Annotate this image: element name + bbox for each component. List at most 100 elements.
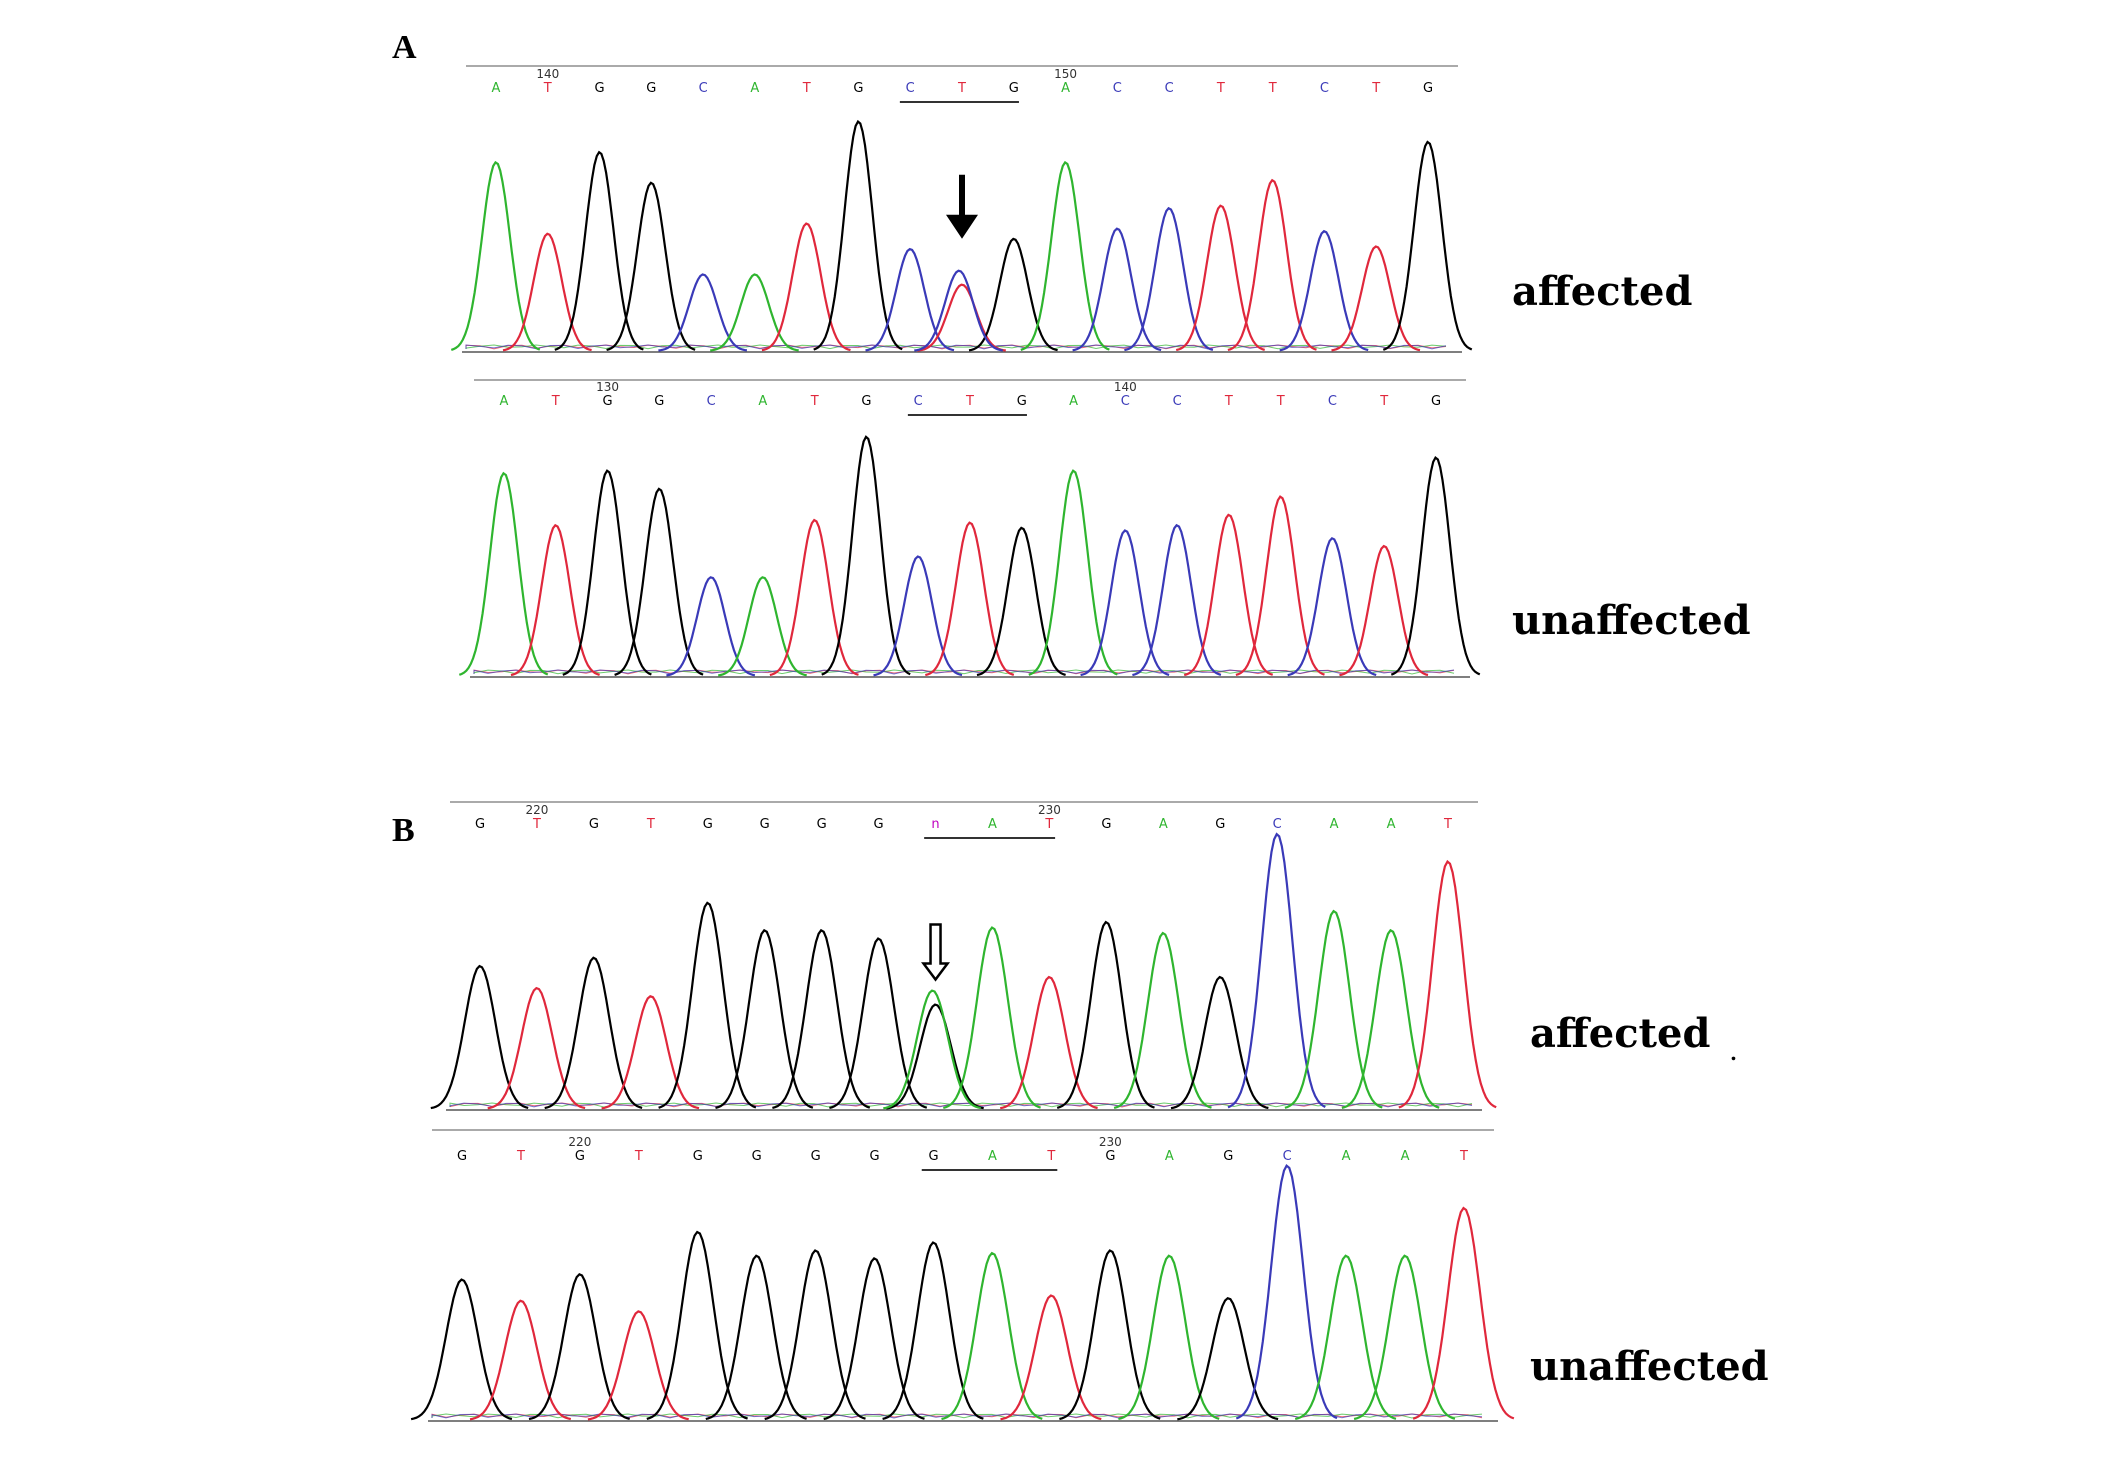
peak-T — [761, 222, 851, 352]
peak-G — [829, 937, 928, 1110]
base-call-label: G — [1223, 1149, 1233, 1164]
peak-C — [658, 273, 748, 352]
peak-C — [1072, 227, 1162, 352]
peak-n — [886, 1003, 984, 1110]
peak-G — [1177, 1296, 1279, 1421]
base-call-label: C — [699, 81, 708, 96]
base-call-label: G — [861, 394, 871, 409]
base-call-label: G — [575, 1149, 585, 1164]
peak-G — [1382, 140, 1473, 351]
label-a-affected: affected — [1512, 268, 1692, 315]
base-call-label: G — [1101, 817, 1111, 832]
base-call-label: C — [1113, 81, 1122, 96]
base-call-label: G — [603, 394, 613, 409]
peak-T — [925, 521, 1015, 677]
peak-G — [1170, 975, 1269, 1110]
base-call-label: G — [1215, 817, 1225, 832]
peak-T — [1339, 544, 1429, 677]
base-call-label: A — [1159, 817, 1168, 832]
overlap-peak-A — [883, 989, 981, 1110]
peak-A — [458, 471, 549, 676]
peak-G — [1059, 1249, 1161, 1421]
base-call-label: C — [914, 394, 923, 409]
peak-T — [999, 975, 1098, 1110]
peak-G — [562, 469, 652, 676]
peak-G — [882, 1241, 984, 1420]
position-label: 140 — [1114, 380, 1137, 394]
base-call-label: T — [551, 394, 560, 409]
peak-T — [1000, 1294, 1102, 1421]
peak-A — [1028, 469, 1118, 676]
peak-T — [1331, 245, 1421, 352]
peak-A — [1020, 160, 1110, 351]
peak-A — [1294, 1254, 1397, 1421]
base-call-label: A — [1387, 817, 1396, 832]
base-call-label: T — [1276, 394, 1285, 409]
base-call-label: A — [758, 394, 767, 409]
base-call-label: G — [1017, 394, 1027, 409]
peak-A — [718, 576, 807, 677]
peak-G — [544, 956, 643, 1110]
base-call-label: G — [752, 1149, 762, 1164]
base-call-label: C — [1165, 81, 1174, 96]
peak-T — [487, 986, 586, 1110]
peak-G — [976, 526, 1066, 677]
trace-noise — [465, 344, 1447, 350]
peak-A — [1341, 928, 1440, 1109]
base-call-label: T — [1224, 394, 1233, 409]
base-call-label: T — [1046, 1149, 1055, 1164]
peak-T — [1412, 1206, 1515, 1420]
mutation-arrow-icon — [921, 923, 951, 982]
base-call-label: A — [1342, 1149, 1351, 1164]
base-call-label: A — [1165, 1149, 1174, 1164]
base-call-label: T — [1379, 394, 1388, 409]
peak-G — [1056, 920, 1155, 1109]
base-call-label: C — [1283, 1149, 1292, 1164]
peak-C — [1080, 529, 1170, 677]
peak-A — [941, 1251, 1043, 1421]
base-call-label: C — [1121, 394, 1130, 409]
peak-A — [1118, 1254, 1220, 1421]
peak-G — [823, 1257, 925, 1421]
base-call-label: G — [595, 81, 605, 96]
peak-T — [502, 232, 592, 352]
panel-letter-b: B — [392, 812, 415, 849]
base-call-label: T — [1371, 81, 1380, 96]
base-call-label: G — [1423, 81, 1433, 96]
peak-T — [917, 283, 1006, 352]
peak-A — [710, 273, 799, 352]
base-call-label: C — [1173, 394, 1182, 409]
position-label: 140 — [536, 67, 559, 81]
label-b-unaffected: unaffected — [1530, 1343, 1769, 1390]
base-call-label: A — [1069, 394, 1078, 409]
peak-T — [769, 518, 859, 677]
position-label: 230 — [1099, 1135, 1122, 1149]
base-call-label: A — [1401, 1149, 1410, 1164]
peak-T — [601, 995, 700, 1110]
peak-G — [1390, 456, 1481, 676]
trace-noise — [473, 669, 1455, 675]
peak-T — [510, 523, 600, 677]
peak-T — [587, 1310, 689, 1421]
base-call-label: G — [817, 817, 827, 832]
base-call-label: T — [543, 81, 552, 96]
base-call-label: G — [811, 1149, 821, 1164]
peak-G — [658, 901, 757, 1109]
base-call-label: G — [475, 817, 485, 832]
peak-A — [1353, 1254, 1456, 1421]
base-call-label: G — [760, 817, 770, 832]
base-call-label: G — [1105, 1149, 1115, 1164]
position-label: 230 — [1038, 803, 1061, 817]
base-call-label: A — [500, 394, 509, 409]
peak-C — [666, 576, 756, 677]
base-call-label: A — [750, 81, 759, 96]
base-call-label: G — [589, 817, 599, 832]
base-call-label: T — [957, 81, 966, 96]
base-call-label: C — [906, 81, 915, 96]
position-label: 220 — [525, 803, 548, 817]
base-call-label: G — [646, 81, 656, 96]
peak-A — [1284, 909, 1383, 1109]
peak-C — [1279, 229, 1369, 352]
